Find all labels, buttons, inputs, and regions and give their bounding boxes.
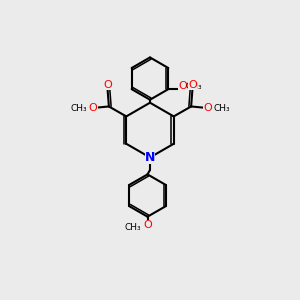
Text: O: O — [188, 80, 197, 90]
Text: CH₃: CH₃ — [185, 82, 202, 91]
Text: O: O — [103, 80, 112, 90]
Text: O: O — [89, 103, 98, 113]
Text: N: N — [145, 151, 155, 164]
Text: O: O — [203, 103, 212, 113]
Text: CH₃: CH₃ — [124, 223, 141, 232]
Text: CH₃: CH₃ — [213, 104, 230, 113]
Text: O: O — [178, 81, 187, 91]
Text: CH₃: CH₃ — [71, 104, 87, 113]
Text: O: O — [143, 220, 152, 230]
